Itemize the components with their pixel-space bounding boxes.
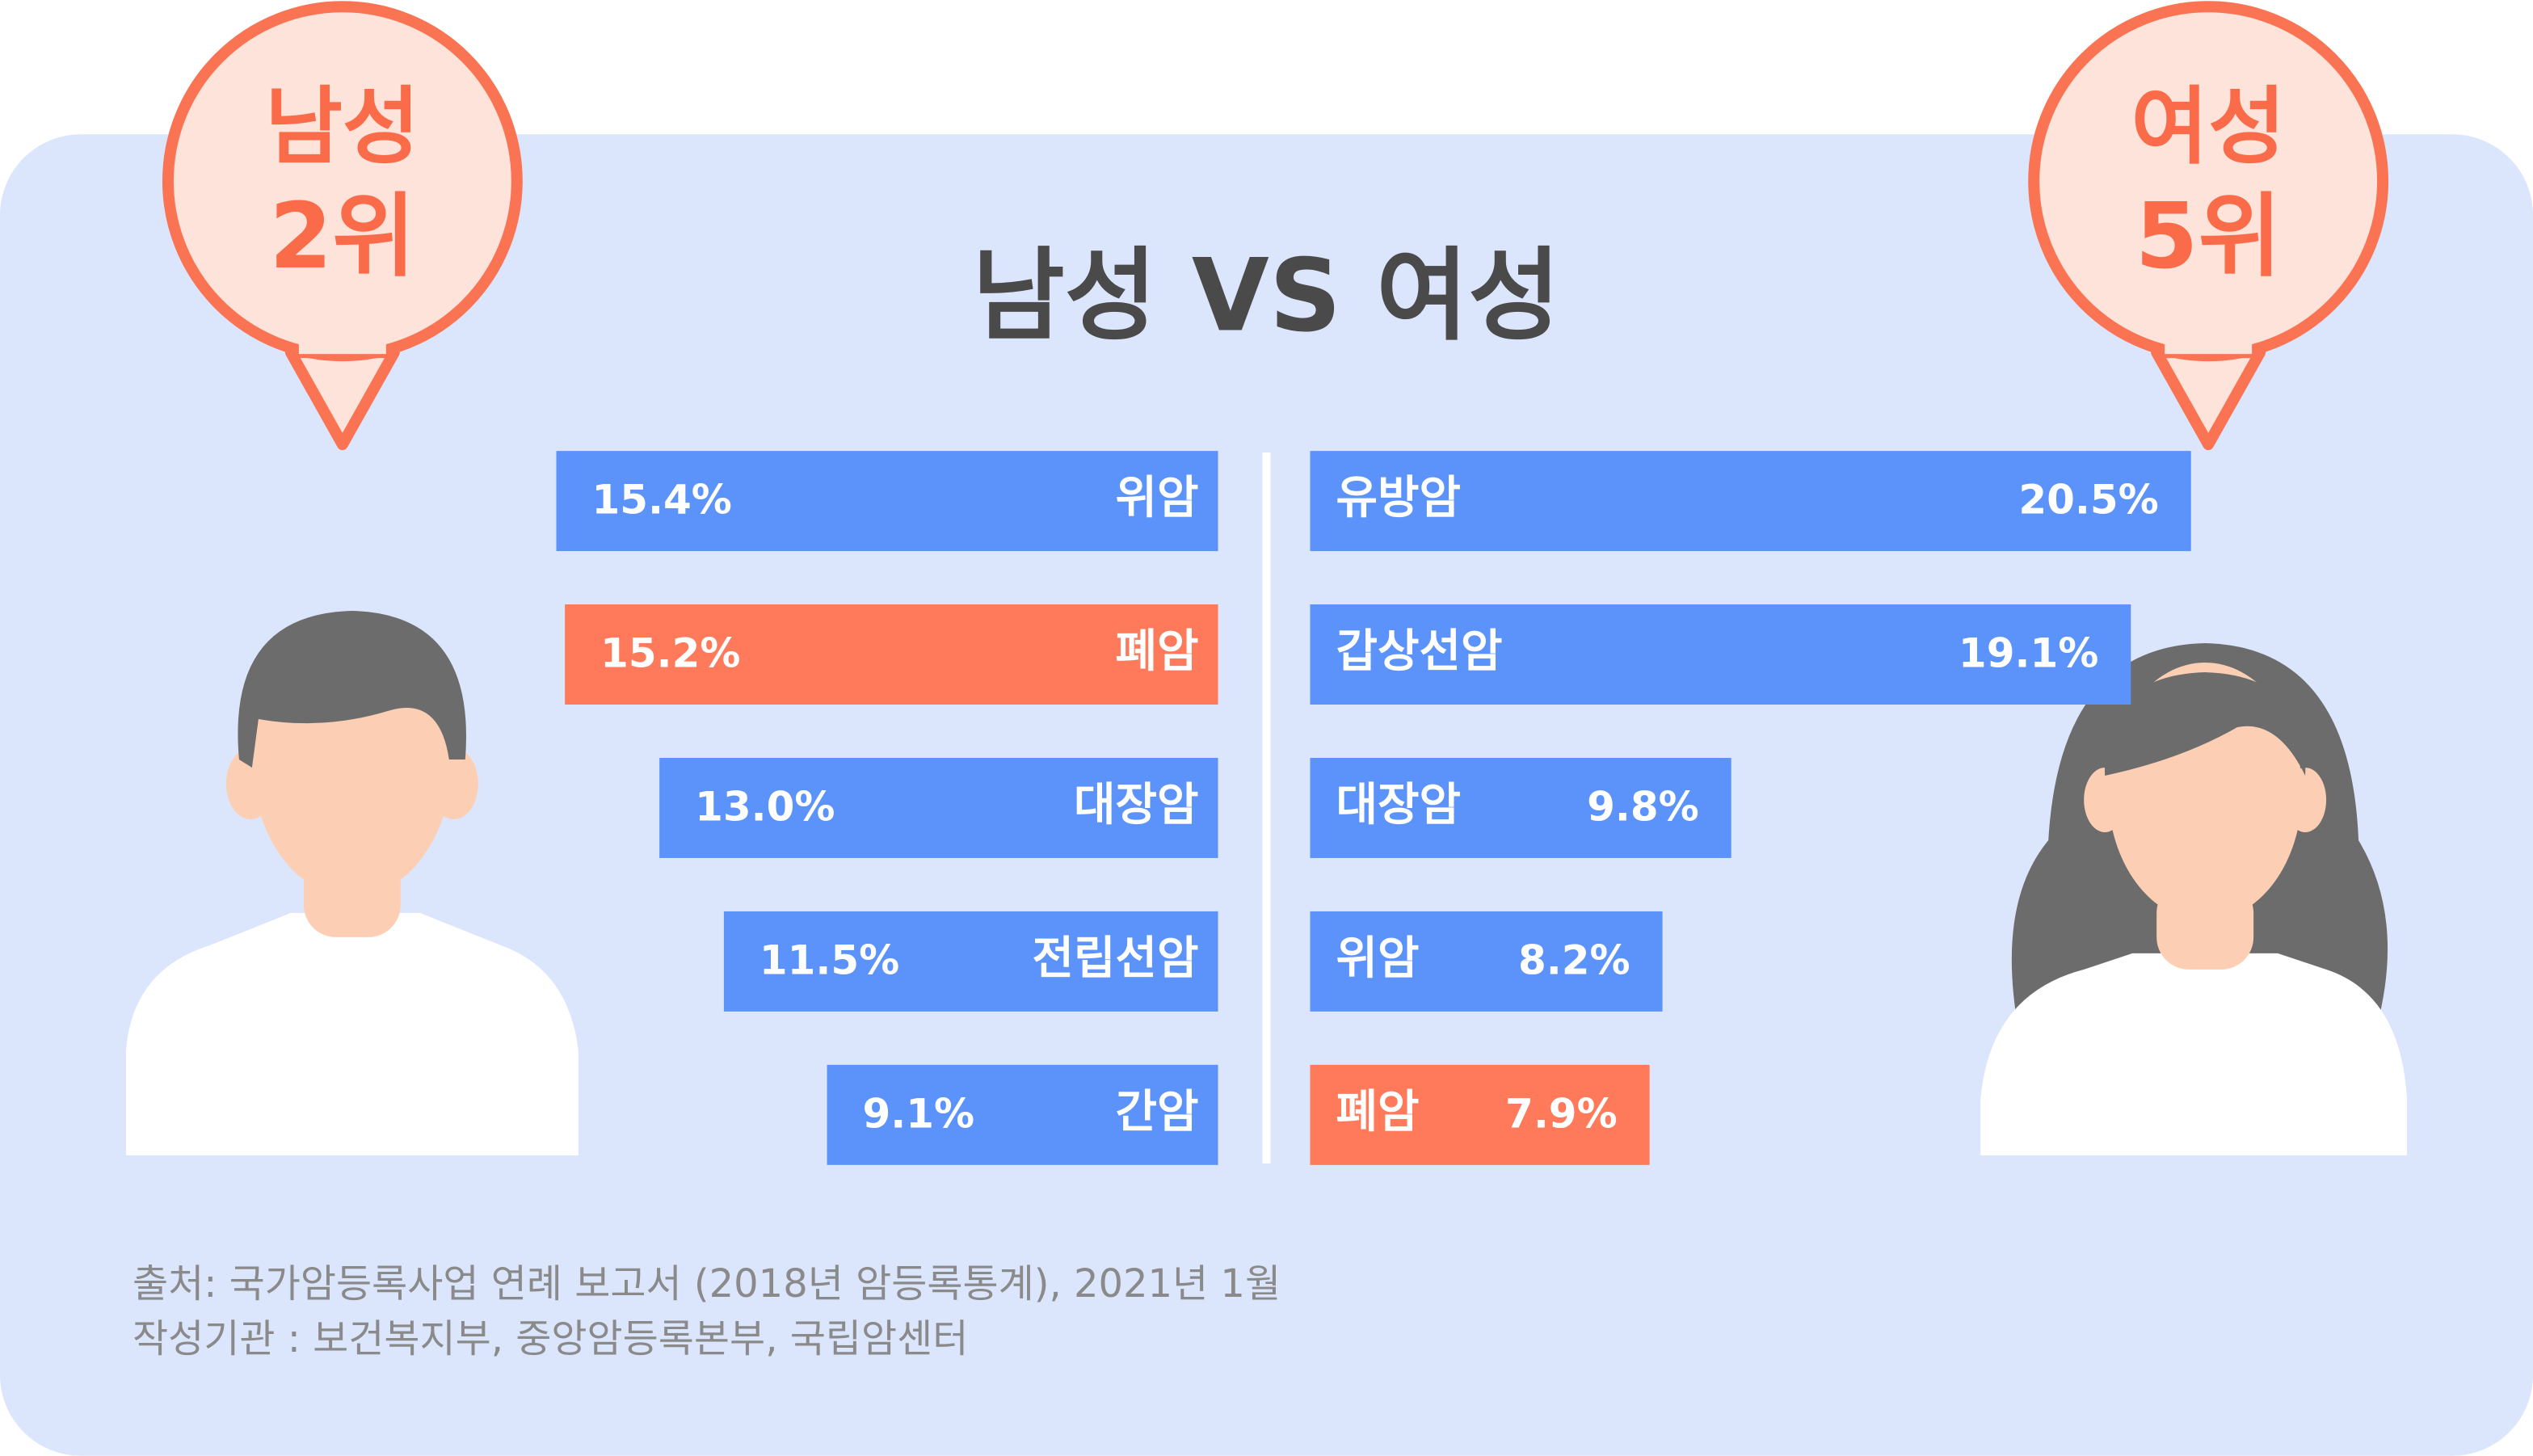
category-label: 간암	[1116, 1086, 1199, 1138]
bar	[723, 911, 1218, 1012]
bar	[1310, 604, 2131, 705]
female-illustration	[1980, 643, 2408, 1155]
bar	[1310, 757, 1731, 858]
female-badge: 여성 5위	[2028, 1, 2389, 451]
value-label: 9.1%	[863, 1090, 975, 1137]
bar	[659, 757, 1218, 858]
source-text: 작성기관 : 보건복지부, 중앙암등록본부, 국립암센터	[133, 1316, 968, 1361]
category-label: 전립선암	[1033, 932, 1199, 985]
value-label: 9.8%	[1587, 783, 1699, 830]
badge-text: 여성	[2131, 78, 2285, 176]
value-label: 11.5%	[759, 936, 899, 983]
category-label: 대장암	[1074, 779, 1198, 831]
bar	[1310, 911, 1663, 1012]
category-label: 위암	[1116, 472, 1199, 524]
category-label: 폐암	[1336, 1086, 1419, 1138]
value-label: 13.0%	[695, 783, 835, 830]
value-label: 19.1%	[1959, 630, 2098, 677]
male-badge: 남성 2위	[162, 1, 523, 451]
value-label: 8.2%	[1518, 936, 1630, 983]
badge-text: 2위	[269, 184, 415, 289]
category-label: 대장암	[1336, 779, 1460, 831]
value-label: 15.4%	[591, 477, 731, 524]
badge-text: 남성	[265, 78, 419, 176]
bar	[1310, 1064, 1650, 1165]
source-text: 출처: 국가암등록사업 연례 보고서 (2018년 암등록통계), 2021년 …	[133, 1261, 1281, 1307]
category-label: 폐암	[1116, 625, 1199, 678]
value-label: 20.5%	[2018, 477, 2158, 524]
value-label: 7.9%	[1505, 1090, 1618, 1137]
bar	[565, 604, 1218, 705]
bar	[1310, 451, 2191, 552]
badge-text: 5위	[2135, 184, 2282, 289]
value-label: 15.2%	[600, 630, 740, 677]
category-label: 위암	[1336, 932, 1419, 985]
title: 남성 VS 여성	[973, 238, 1561, 354]
bar	[556, 451, 1218, 552]
bar	[827, 1064, 1218, 1165]
male-illustration	[125, 611, 579, 1155]
category-label: 유방암	[1336, 472, 1460, 524]
category-label: 갑상선암	[1336, 625, 1502, 678]
